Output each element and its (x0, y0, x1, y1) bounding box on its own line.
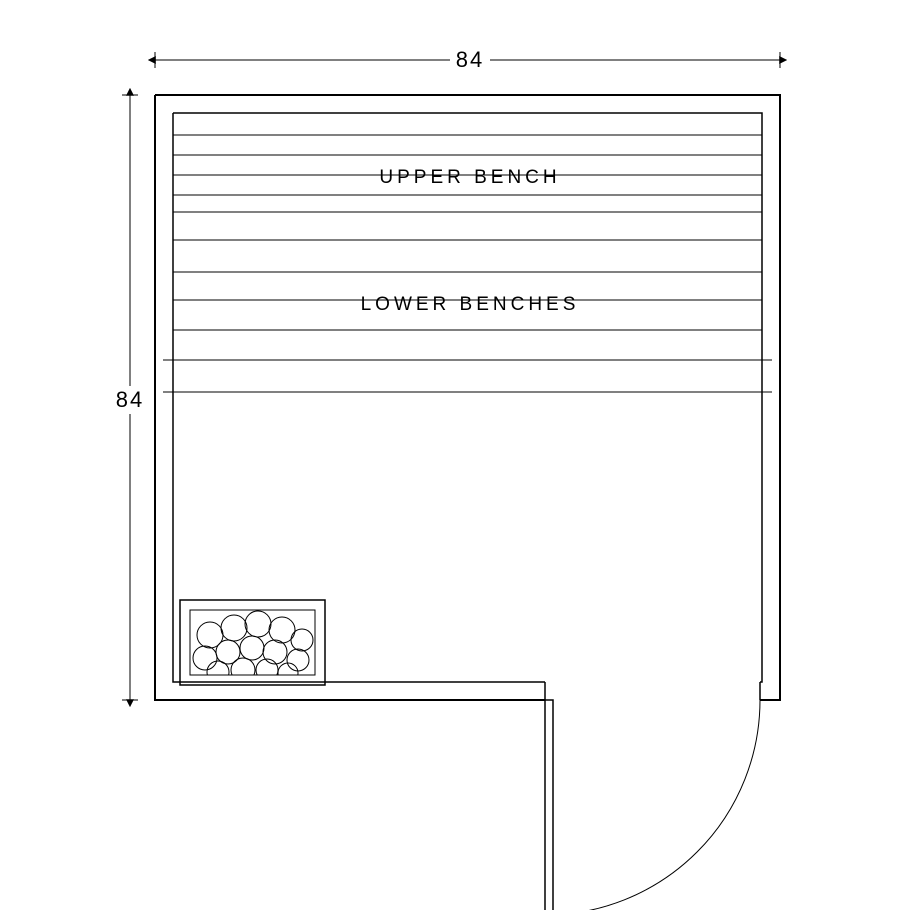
door-leaf (545, 700, 553, 910)
lower-bench-label: LOWER BENCHES (361, 294, 580, 315)
upper-bench-label: UPPER BENCH (379, 167, 560, 188)
dim-height-label: 84 (116, 387, 144, 412)
dim-width-label: 84 (456, 47, 484, 72)
sauna-floor-plan: 84 84 UPPER BENCH LOWER BENCHES (0, 0, 910, 910)
door-swing-arc (545, 700, 760, 910)
heater-rocks (193, 611, 313, 683)
wall-inner (173, 113, 762, 682)
